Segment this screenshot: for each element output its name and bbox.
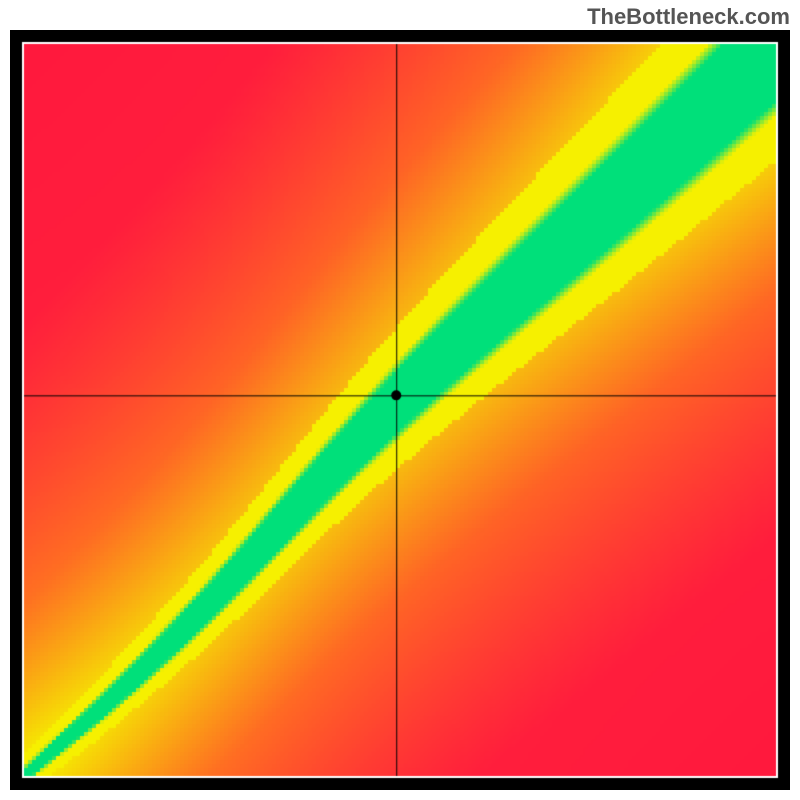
bottleneck-heatmap — [10, 30, 790, 790]
watermark-text: TheBottleneck.com — [587, 4, 790, 30]
heatmap-canvas — [10, 30, 790, 790]
